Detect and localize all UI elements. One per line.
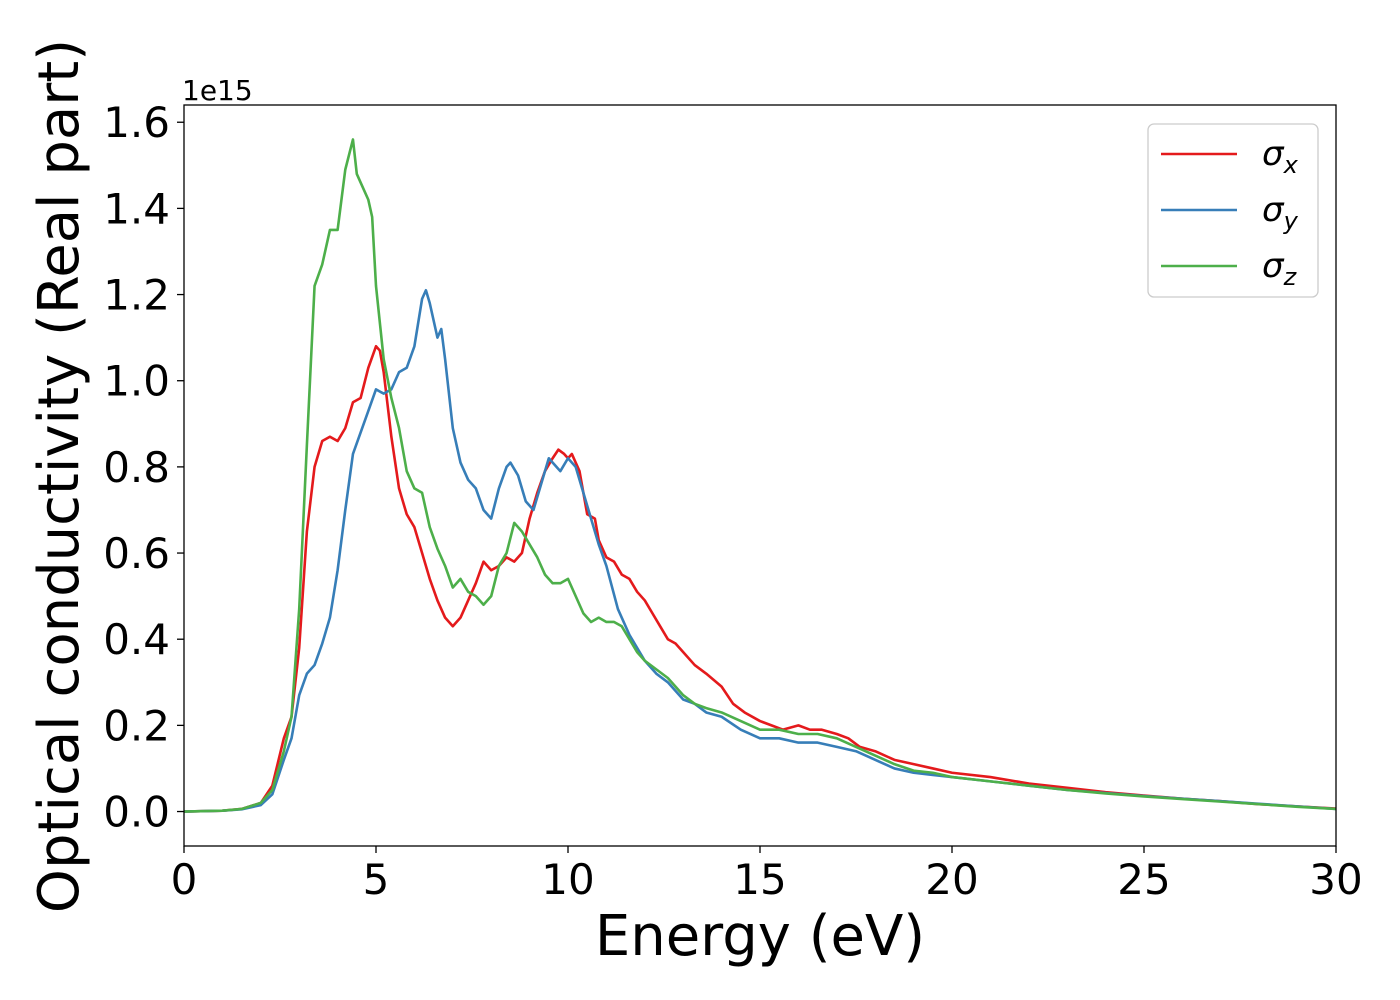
legend: σx σy σz — [1147, 123, 1319, 298]
x-tick-label: 20 — [925, 855, 978, 904]
x-tick-label: 30 — [1309, 855, 1362, 904]
x-tick-label: 15 — [733, 855, 786, 904]
x-tick-label: 0 — [171, 855, 198, 904]
y-tick-label: 1.4 — [103, 184, 170, 233]
x-tick-label: 10 — [541, 855, 594, 904]
x-axis: 0 5 10 15 20 25 30 — [171, 846, 1363, 904]
series-line-x — [184, 344, 1336, 813]
legend-label-x: σx — [1262, 134, 1299, 179]
series-line-y — [184, 288, 1336, 813]
legend-label-z: σz — [1262, 246, 1298, 291]
legend-entries: σx σy σz — [1161, 134, 1299, 291]
y-tick-label: 0.0 — [103, 788, 170, 837]
y-tick-label: 0.4 — [103, 615, 170, 664]
y-axis: 0.0 0.2 0.4 0.6 0.8 1.0 1.2 1.4 1.6 — [103, 98, 184, 837]
y-tick-label: 1.6 — [103, 98, 170, 147]
legend-label-y: σy — [1262, 190, 1299, 235]
series-layer — [184, 138, 1336, 813]
y-axis-title: Optical conductivity (Real part) — [27, 39, 92, 913]
x-axis-title: Energy (eV) — [595, 904, 925, 969]
y-tick-label: 1.0 — [103, 357, 170, 406]
series-line-z — [184, 138, 1336, 813]
x-tick-label: 5 — [363, 855, 390, 904]
y-tick-label: 0.6 — [103, 529, 170, 578]
y-offset-label: 1e15 — [182, 74, 253, 107]
y-tick-label: 0.2 — [103, 701, 170, 750]
y-tick-label: 1.2 — [103, 271, 170, 320]
x-tick-label: 25 — [1117, 855, 1170, 904]
y-tick-label: 0.8 — [103, 443, 170, 492]
